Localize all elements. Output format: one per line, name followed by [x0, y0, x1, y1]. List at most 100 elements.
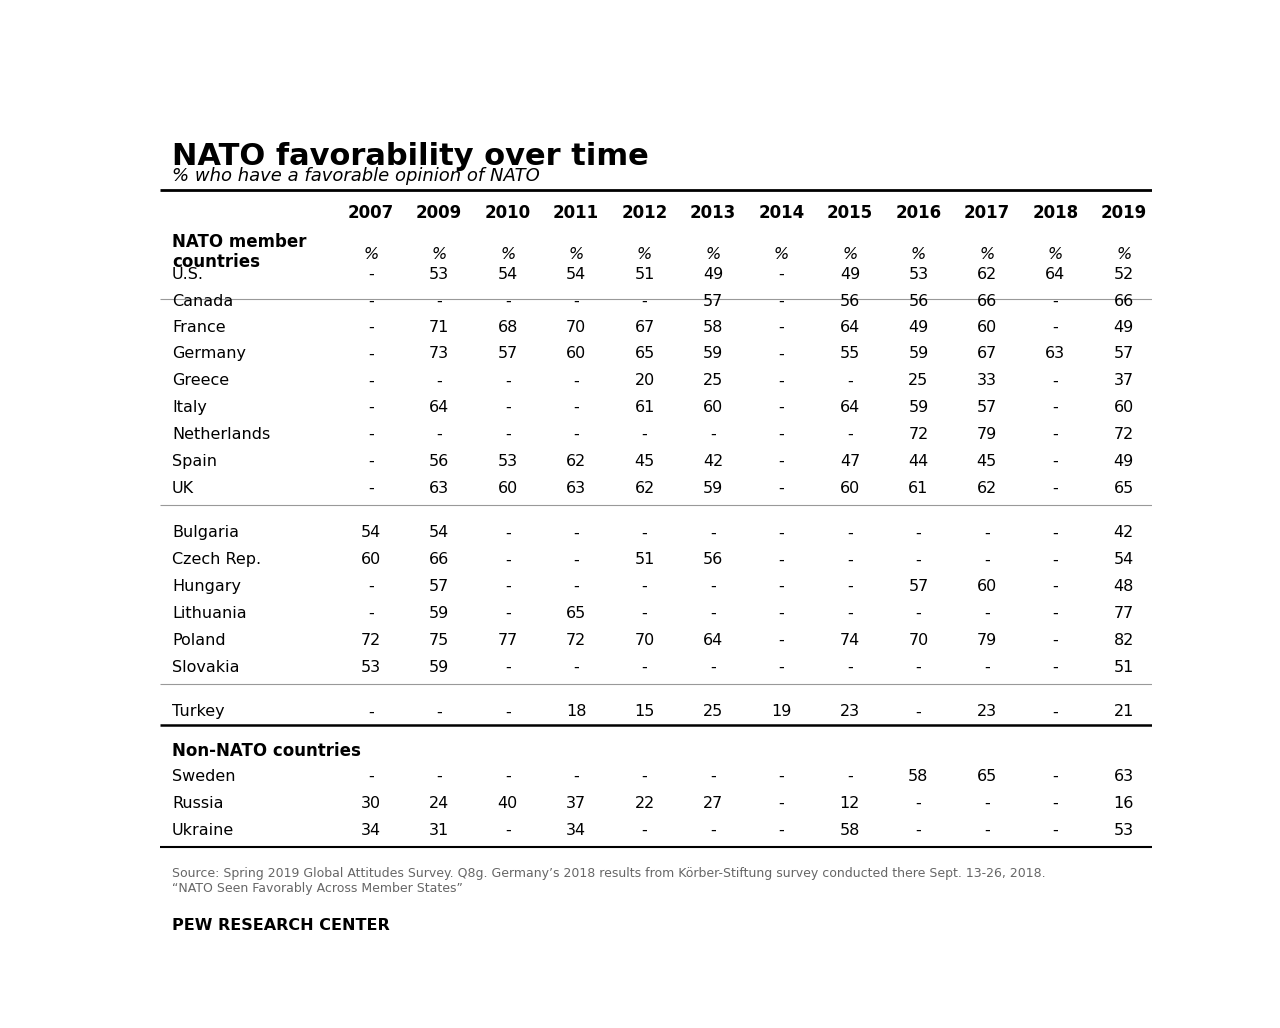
Text: -: - — [778, 294, 785, 309]
Text: -: - — [367, 294, 374, 309]
Text: -: - — [778, 454, 785, 469]
Text: -: - — [367, 320, 374, 334]
Text: 49: 49 — [840, 267, 860, 282]
Text: 72: 72 — [1114, 428, 1134, 442]
Text: -: - — [778, 660, 785, 675]
Text: 60: 60 — [498, 481, 518, 495]
Text: 37: 37 — [1114, 373, 1134, 389]
Text: 2011: 2011 — [553, 205, 599, 222]
Text: Ukraine: Ukraine — [172, 822, 234, 838]
Text: -: - — [1052, 579, 1059, 594]
Text: 15: 15 — [635, 704, 655, 720]
Text: 2014: 2014 — [758, 205, 805, 222]
Text: 24: 24 — [429, 796, 449, 811]
Text: 59: 59 — [909, 400, 928, 415]
Text: 37: 37 — [566, 796, 586, 811]
Text: -: - — [847, 552, 852, 567]
Text: 82: 82 — [1114, 633, 1134, 648]
Text: 64: 64 — [1046, 267, 1065, 282]
Text: 70: 70 — [635, 633, 654, 648]
Text: 56: 56 — [840, 294, 860, 309]
Text: Sweden: Sweden — [172, 769, 236, 784]
Text: -: - — [710, 579, 716, 594]
Text: -: - — [778, 607, 785, 621]
Text: 51: 51 — [635, 267, 655, 282]
Text: -: - — [847, 373, 852, 389]
Text: -: - — [504, 660, 511, 675]
Text: -: - — [1052, 373, 1059, 389]
Text: 61: 61 — [635, 400, 655, 415]
Text: -: - — [504, 769, 511, 784]
Text: %: % — [1047, 247, 1062, 262]
Text: -: - — [1052, 481, 1059, 495]
Text: Greece: Greece — [172, 373, 229, 389]
Text: %: % — [774, 247, 788, 262]
Text: -: - — [778, 346, 785, 362]
Text: Lithuania: Lithuania — [172, 607, 247, 621]
Text: 42: 42 — [703, 454, 723, 469]
Text: 31: 31 — [429, 822, 449, 838]
Text: -: - — [984, 822, 989, 838]
Text: -: - — [436, 428, 442, 442]
Text: NATO favorability over time: NATO favorability over time — [172, 142, 649, 171]
Text: -: - — [778, 633, 785, 648]
Text: -: - — [984, 607, 989, 621]
Text: -: - — [641, 579, 648, 594]
Text: -: - — [1052, 769, 1059, 784]
Text: 51: 51 — [1114, 660, 1134, 675]
Text: 75: 75 — [429, 633, 449, 648]
Text: 60: 60 — [977, 320, 997, 334]
Text: -: - — [367, 373, 374, 389]
Text: 56: 56 — [703, 552, 723, 567]
Text: 56: 56 — [429, 454, 449, 469]
Text: -: - — [436, 294, 442, 309]
Text: 58: 58 — [909, 769, 928, 784]
Text: -: - — [367, 346, 374, 362]
Text: 63: 63 — [429, 481, 449, 495]
Text: -: - — [504, 400, 511, 415]
Text: -: - — [1052, 796, 1059, 811]
Text: -: - — [1052, 704, 1059, 720]
Text: -: - — [504, 607, 511, 621]
Text: 47: 47 — [840, 454, 860, 469]
Text: 62: 62 — [566, 454, 586, 469]
Text: 16: 16 — [1114, 796, 1134, 811]
Text: -: - — [436, 769, 442, 784]
Text: 66: 66 — [429, 552, 449, 567]
Text: Netherlands: Netherlands — [172, 428, 270, 442]
Text: Source: Spring 2019 Global Attitudes Survey. Q8g. Germany’s 2018 results from Kö: Source: Spring 2019 Global Attitudes Sur… — [172, 868, 1046, 895]
Text: -: - — [847, 660, 852, 675]
Text: 62: 62 — [977, 481, 997, 495]
Text: Poland: Poland — [172, 633, 225, 648]
Text: -: - — [778, 428, 785, 442]
Text: %: % — [911, 247, 925, 262]
Text: %: % — [1116, 247, 1132, 262]
Text: 51: 51 — [635, 552, 655, 567]
Text: 67: 67 — [635, 320, 654, 334]
Text: -: - — [778, 267, 785, 282]
Text: 53: 53 — [361, 660, 381, 675]
Text: 18: 18 — [566, 704, 586, 720]
Text: %: % — [364, 247, 379, 262]
Text: 60: 60 — [1114, 400, 1134, 415]
Text: 23: 23 — [977, 704, 997, 720]
Text: 57: 57 — [909, 579, 928, 594]
Text: 79: 79 — [977, 633, 997, 648]
Text: 59: 59 — [909, 346, 928, 362]
Text: -: - — [641, 525, 648, 541]
Text: %: % — [705, 247, 721, 262]
Text: -: - — [367, 769, 374, 784]
Text: 60: 60 — [977, 579, 997, 594]
Text: 65: 65 — [1114, 481, 1134, 495]
Text: Spain: Spain — [172, 454, 216, 469]
Text: 60: 60 — [840, 481, 860, 495]
Text: -: - — [504, 552, 511, 567]
Text: -: - — [710, 769, 716, 784]
Text: -: - — [1052, 552, 1059, 567]
Text: -: - — [847, 769, 852, 784]
Text: -: - — [778, 579, 785, 594]
Text: 61: 61 — [909, 481, 928, 495]
Text: 25: 25 — [909, 373, 928, 389]
Text: 59: 59 — [703, 481, 723, 495]
Text: -: - — [504, 579, 511, 594]
